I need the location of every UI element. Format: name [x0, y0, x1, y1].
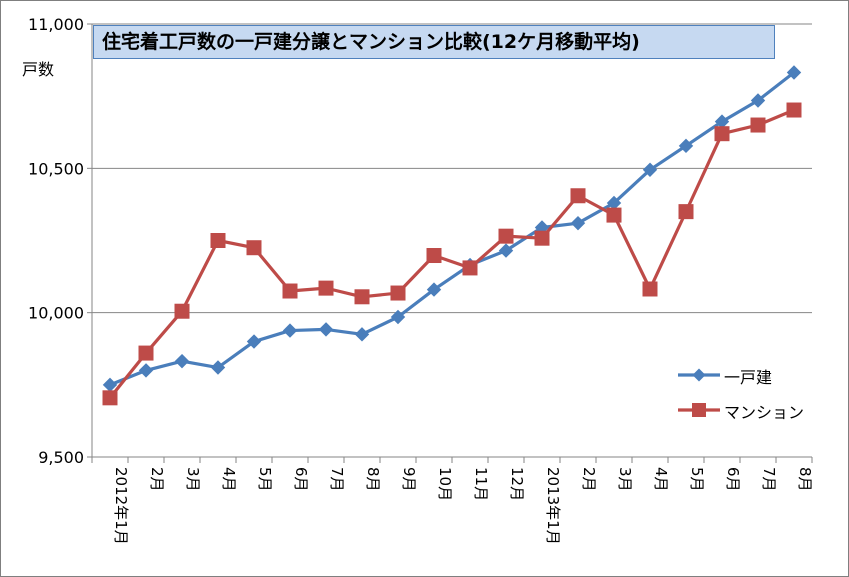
y-axis-unit-label: 戸数: [22, 60, 55, 79]
data-point: [102, 377, 118, 393]
chart-title: 住宅着工戸数の一戸建分譲とマンション比較(12ケ月移動平均): [93, 25, 775, 59]
data-point: [642, 162, 658, 177]
data-point: [570, 188, 586, 204]
data-point: [498, 243, 514, 258]
data-point: [246, 334, 262, 349]
data-point: [786, 102, 802, 118]
x-tick-label: 2月: [580, 467, 598, 492]
data-point: [390, 309, 406, 325]
y-tick-label: 9,500: [38, 448, 84, 467]
data-point: [570, 215, 586, 231]
y-tick-label: 10,500: [28, 159, 84, 178]
data-point: [714, 126, 730, 142]
data-point: [174, 353, 190, 369]
x-tick-label: 2月: [148, 467, 166, 492]
data-point: [678, 138, 694, 154]
data-point: [678, 204, 694, 220]
x-tick-label: 6月: [724, 467, 742, 492]
y-tick-label: 10,000: [28, 304, 84, 323]
legend-label: マンション: [724, 403, 805, 422]
x-tick-label: 7月: [328, 467, 346, 492]
data-point: [210, 360, 226, 375]
x-tick-label: 5月: [688, 467, 706, 492]
x-tick-label: 2012年1月: [112, 467, 130, 545]
data-point: [750, 93, 766, 108]
data-point: [174, 303, 190, 319]
data-point: [534, 230, 550, 246]
y-tick-label: 11,000: [28, 15, 84, 34]
data-point: [138, 345, 154, 361]
x-tick-label: 10月: [436, 467, 454, 501]
legend-marker: [692, 368, 706, 382]
data-point: [354, 327, 370, 342]
data-point: [354, 289, 370, 305]
legend-label: 一戸建: [724, 368, 773, 387]
data-point: [318, 322, 334, 337]
legend-marker: [692, 403, 706, 417]
series-line-1: [108, 108, 795, 399]
data-point: [786, 65, 802, 80]
x-tick-label: 3月: [616, 467, 634, 492]
data-point: [210, 233, 226, 248]
data-point: [246, 240, 262, 256]
data-point: [750, 117, 766, 133]
x-tick-label: 3月: [184, 467, 202, 492]
x-tick-label: 4月: [220, 467, 238, 492]
x-tick-label: 7月: [760, 467, 778, 492]
data-point: [318, 280, 334, 296]
data-point: [606, 207, 622, 223]
x-tick-label: 8月: [796, 467, 814, 492]
series-line-0: [109, 71, 795, 387]
data-point: [426, 282, 442, 297]
x-tick-label: 8月: [364, 467, 382, 492]
data-point: [642, 281, 658, 297]
x-tick-label: 4月: [652, 467, 670, 492]
x-tick-label: 9月: [400, 467, 418, 492]
x-tick-label: 12月: [508, 467, 526, 501]
data-point: [462, 260, 478, 276]
x-tick-label: 6月: [292, 467, 310, 492]
x-tick-label: 11月: [472, 467, 490, 501]
data-point: [102, 390, 118, 406]
data-point: [426, 248, 442, 264]
x-tick-label: 5月: [256, 467, 274, 492]
data-point: [138, 363, 154, 378]
data-point: [390, 285, 406, 301]
data-point: [282, 283, 298, 299]
x-tick-label: 2013年1月: [544, 467, 562, 545]
data-point: [498, 228, 514, 244]
data-point: [282, 323, 298, 338]
